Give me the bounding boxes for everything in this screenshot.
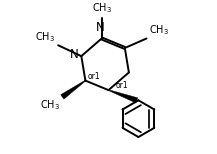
Polygon shape bbox=[108, 90, 138, 103]
Text: CH$_3$: CH$_3$ bbox=[36, 30, 56, 44]
Text: CH$_3$: CH$_3$ bbox=[149, 23, 169, 37]
Text: N: N bbox=[70, 48, 79, 61]
Text: or1: or1 bbox=[88, 72, 101, 81]
Text: CH$_3$: CH$_3$ bbox=[39, 98, 60, 112]
Text: CH$_3$: CH$_3$ bbox=[92, 2, 112, 15]
Polygon shape bbox=[61, 80, 86, 99]
Text: or1: or1 bbox=[115, 81, 128, 90]
Text: N: N bbox=[96, 21, 105, 34]
